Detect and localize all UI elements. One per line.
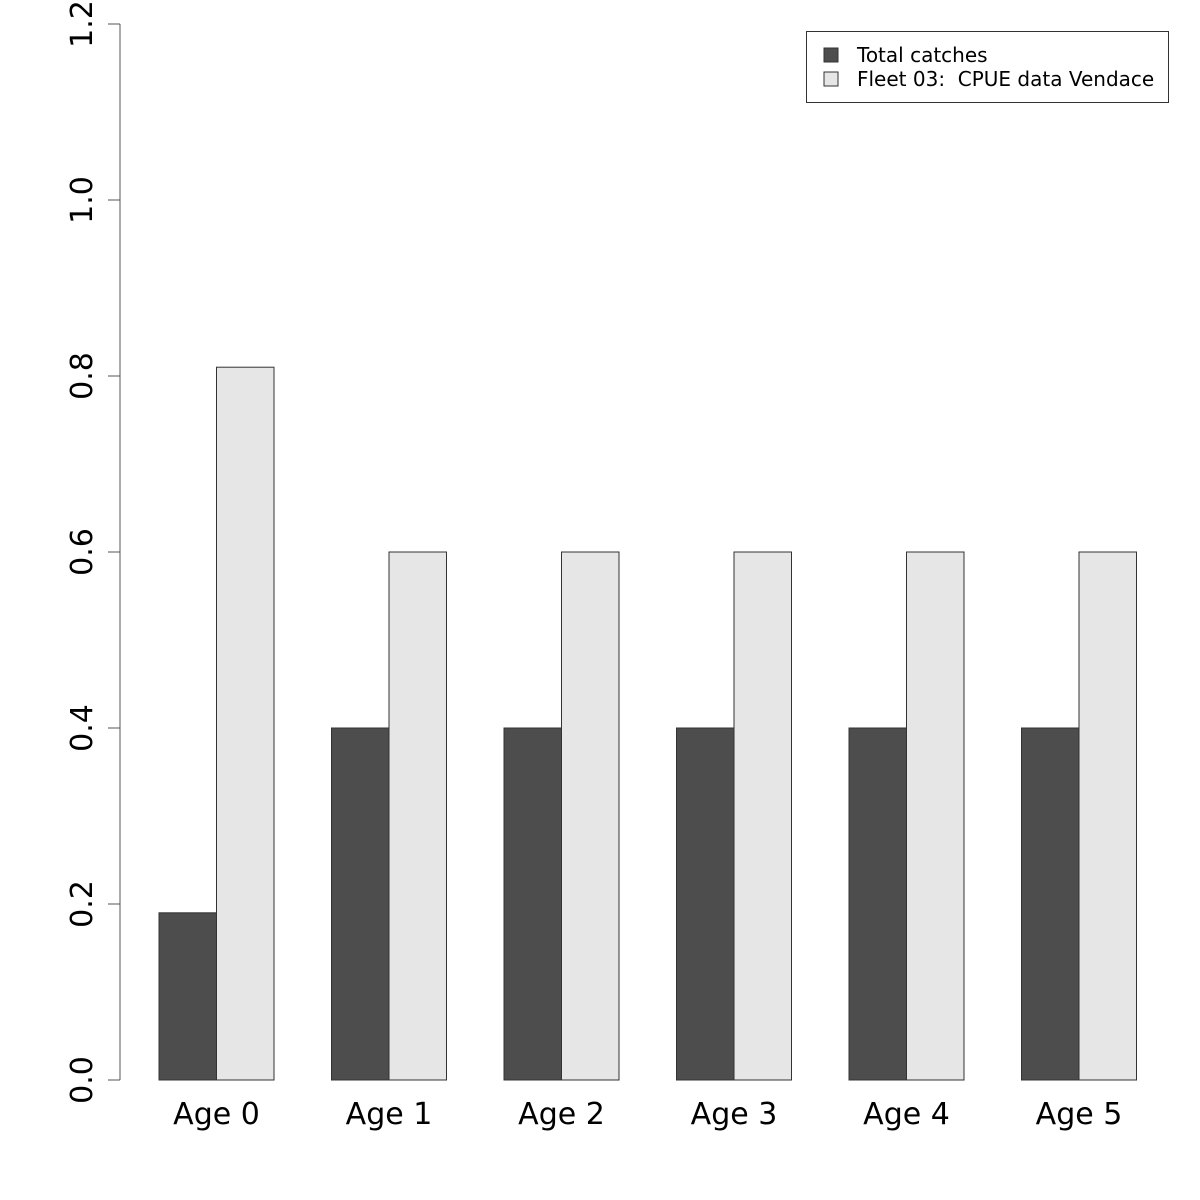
y-tick-label: 0.0	[65, 1056, 100, 1104]
bar-age-0-series-1	[158, 912, 217, 1081]
legend-swatch	[823, 47, 839, 63]
bar-age-2-series-2	[561, 551, 620, 1081]
bar-age-5-series-1	[1021, 727, 1080, 1081]
x-axis: Age 0 Age 1 Age 2 Age 3 Age 4 Age 5	[173, 1097, 1122, 1132]
bar-age-5-series-2	[1078, 551, 1137, 1081]
y-axis: 0.0 0.2 0.4 0.6 0.8 1.0 1.2	[65, 0, 121, 1104]
x-tick-label: Age 0	[173, 1097, 260, 1132]
y-tick-label: 0.4	[65, 704, 100, 752]
x-tick-label: Age 3	[691, 1097, 778, 1132]
y-tick-label: 1.2	[65, 0, 100, 48]
x-tick-label: Age 5	[1036, 1097, 1123, 1132]
bar-age-4-series-1	[848, 727, 907, 1081]
bar-age-1-series-1	[331, 727, 390, 1081]
legend-box	[806, 31, 1169, 103]
bar-age-3-series-1	[676, 727, 735, 1081]
x-tick-label: Age 1	[346, 1097, 433, 1132]
bar-age-3-series-2	[733, 551, 792, 1081]
x-tick-label: Age 4	[863, 1097, 950, 1132]
legend-entry-label: Total catches	[856, 43, 988, 67]
legend-swatch	[823, 71, 839, 87]
y-tick-label: 0.8	[65, 352, 100, 400]
y-tick-label: 0.6	[65, 528, 100, 576]
x-tick-label: Age 2	[518, 1097, 605, 1132]
bar-age-0-series-2	[216, 366, 275, 1081]
bar-age-1-series-2	[388, 551, 447, 1081]
bar-age-4-series-2	[906, 551, 965, 1081]
y-tick-label: 1.0	[65, 176, 100, 224]
y-tick-label: 0.2	[65, 880, 100, 928]
bars-layer	[158, 366, 1137, 1081]
bar-age-2-series-1	[503, 727, 562, 1081]
legend-entry-label: Fleet 03: CPUE data Vendace	[857, 67, 1154, 91]
